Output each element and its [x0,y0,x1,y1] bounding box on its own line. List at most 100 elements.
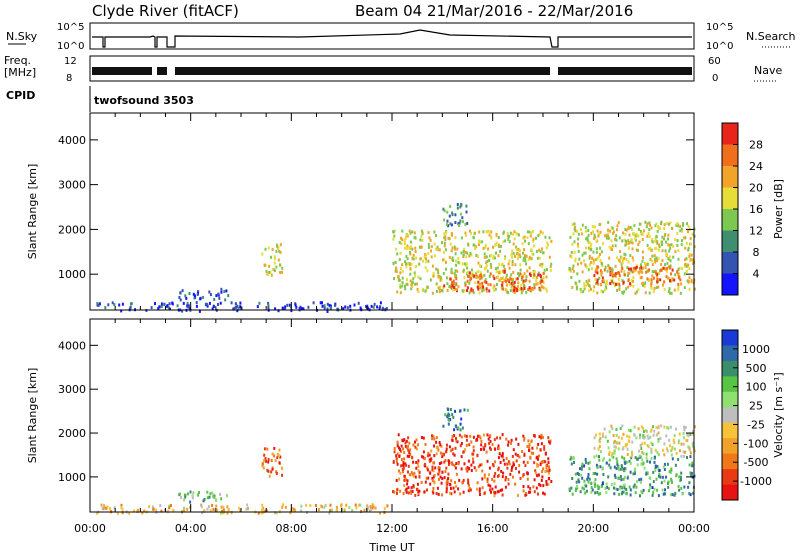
data-cell [599,230,602,234]
data-cell [479,493,481,496]
data-cell [274,307,277,311]
data-cell [683,425,686,429]
data-cell [267,301,270,305]
data-cell [329,509,331,513]
data-cell [590,231,593,235]
data-cell [273,454,276,458]
data-cell [591,225,594,228]
data-cell [584,263,587,267]
data-cell [599,492,602,496]
data-cell [452,279,455,283]
data-cell [516,257,519,261]
data-cell [607,236,610,240]
data-cell [344,305,347,309]
data-cell [519,263,522,267]
data-cell [485,287,488,291]
data-cell [637,427,640,431]
data-cell [571,492,574,496]
data-cell [459,492,462,496]
data-cell [546,241,549,245]
data-cell [586,238,589,242]
data-cell [224,298,227,302]
data-cell [573,461,575,464]
data-cell [683,272,686,276]
data-cell [454,247,457,251]
data-cell [686,456,688,459]
data-cell [512,232,515,236]
data-cell [548,465,550,469]
data-cell [414,445,417,449]
data-cell [405,247,408,250]
colorbar-segment [722,187,738,210]
data-cell [141,511,144,515]
data-cell [481,469,484,473]
data-cell [454,275,457,279]
data-cell [401,269,404,273]
data-cell [418,245,421,249]
data-cell [668,291,671,295]
data-cell [639,269,642,273]
data-cell [481,274,484,278]
data-cell [635,436,638,440]
data-cell [545,482,548,486]
data-cell [526,472,529,476]
data-cell [673,278,676,282]
data-cell [529,455,532,459]
data-cell [450,492,453,496]
data-cell [215,504,218,508]
data-cell [435,492,438,495]
data-cell [463,289,466,293]
data-cell [514,263,517,267]
data-cell [417,459,420,463]
data-cell [487,229,490,233]
data-cell [621,239,624,243]
data-cell [658,474,660,478]
data-cell [542,281,545,285]
data-cell [507,262,510,266]
data-cell [420,436,423,439]
data-cell [429,482,432,486]
data-cell [270,459,273,462]
data-cell [393,229,396,233]
data-cell [516,285,519,289]
data-cell [687,434,690,438]
data-cell [657,248,660,252]
data-cell [399,271,402,275]
data-cell [334,303,337,307]
data-cell [636,249,639,252]
data-cell [539,462,542,466]
data-cell [627,225,630,229]
data-cell [221,511,224,515]
data-cell [428,453,431,457]
data-cell [575,285,578,289]
data-cell [581,476,584,480]
data-cell [513,230,516,234]
data-cell [486,259,489,263]
data-cell [612,230,615,234]
data-cell [476,487,478,491]
data-cell [597,447,600,451]
data-cell [486,477,489,481]
data-cell [530,248,533,252]
data-cell [634,456,637,460]
data-cell [626,434,629,438]
data-cell [268,264,271,268]
data-cell [588,254,591,258]
data-cell [234,302,237,306]
data-cell [585,246,587,250]
data-cell [608,452,611,456]
data-cell [623,468,626,472]
data-cell [103,505,106,509]
data-cell [478,277,481,281]
data-cell [485,280,488,284]
data-cell [447,422,450,426]
data-cell [261,511,264,515]
data-cell [266,468,269,472]
data-cell [651,254,654,258]
data-cell [624,232,627,236]
data-cell [677,275,680,279]
data-cell [502,287,504,291]
x-axis-label: Time UT [368,541,414,554]
data-cell [183,498,186,502]
